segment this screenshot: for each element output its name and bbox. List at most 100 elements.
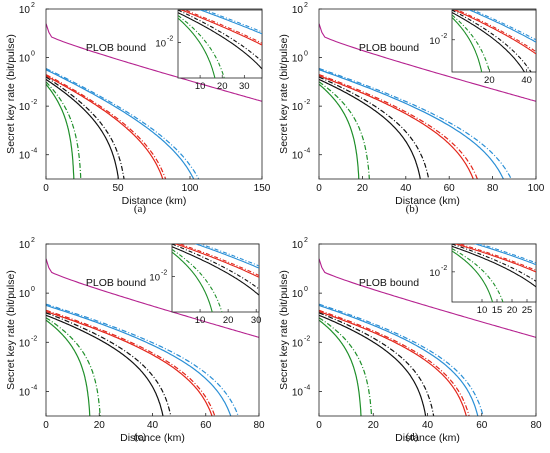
inset-x-tick-label: 20 (484, 75, 495, 86)
x-axis-label: Distance (km) (122, 195, 187, 207)
panel-label: (c) (134, 431, 147, 443)
inset-series-line-blue (199, 10, 262, 35)
inset-y-tick-label: 10 (155, 39, 166, 50)
panel-label: (a) (134, 203, 147, 215)
inset-y-tick-label: 10 (429, 268, 440, 279)
y-tick-exponent: -2 (304, 99, 310, 106)
series-group (46, 23, 262, 179)
y-tick-label: 10 (292, 338, 304, 349)
x-tick-label: 40 (147, 420, 159, 431)
y-axis-label: Secret key rate (bit/pulse) (5, 34, 17, 154)
series-line-red-solid (319, 311, 467, 416)
x-axis-label: Distance (km) (120, 432, 185, 444)
inset-series-line-blue (194, 244, 259, 269)
y-tick-label: 10 (19, 289, 31, 300)
y-axis-label: Secret key rate (bit/pulse) (5, 270, 17, 390)
inset-series-line-black (172, 244, 259, 290)
series-line-blue-dashed (46, 303, 239, 416)
y-tick-exponent: -4 (31, 148, 37, 155)
series-line-blue-solid (46, 69, 195, 179)
inset-frame (171, 243, 260, 313)
y-tick-label: 10 (292, 5, 304, 16)
inset-x-tick-label: 20 (223, 315, 234, 326)
y-tick-label: 10 (19, 240, 31, 251)
y-tick-label: 10 (19, 387, 31, 398)
y-tick-label: 10 (19, 338, 31, 349)
series-line-black-dashed (319, 76, 430, 179)
inset-series-line-green (452, 14, 491, 72)
plot-frame (45, 8, 263, 180)
inset-series-line-red (174, 244, 259, 278)
y-tick-label: 10 (292, 102, 304, 113)
series-line-green-dashed (319, 81, 370, 179)
series-line-green-solid (46, 83, 75, 179)
series-line-green-solid (319, 83, 360, 179)
plot-frame (318, 8, 537, 180)
inset-x-tick-label: 10 (477, 305, 488, 316)
y-tick-exponent: -4 (304, 148, 310, 155)
y-tick-label: 10 (19, 102, 31, 113)
inset-x-tick-label: 25 (522, 305, 533, 316)
series-line-green-solid (46, 319, 91, 416)
series-line-red-dashed (46, 309, 216, 416)
inset-series-line-red (453, 10, 536, 55)
series-line-black-dashed (319, 312, 435, 416)
x-tick-label: 50 (112, 183, 124, 194)
inset-series-line-green (452, 250, 494, 302)
inset-series-line-red (456, 10, 536, 53)
x-tick-label: 80 (487, 183, 499, 194)
inset-x-tick-label: 10 (195, 81, 206, 92)
inset-series-line-black (178, 10, 262, 62)
inset-series-line-green (178, 14, 225, 78)
x-tick-label: 0 (316, 420, 322, 431)
x-tick-label: 40 (422, 420, 434, 431)
y-tick-label: 10 (292, 54, 304, 65)
x-tick-label: 150 (254, 183, 271, 194)
inset-series-line-blue (202, 10, 262, 33)
y-tick-exponent: -4 (304, 384, 310, 391)
y-tick-exponent: 2 (31, 2, 35, 9)
series-line-black-solid (46, 78, 120, 179)
inset-y-tick-label: 10 (429, 36, 440, 47)
inset-x-tick-label: 40 (521, 75, 532, 86)
x-tick-label: 60 (200, 420, 212, 431)
inset-series-line-black (172, 246, 259, 296)
inset-x-tick-label: 10 (195, 315, 206, 326)
series-line-black-dashed (46, 76, 125, 179)
series-line-black-dashed (46, 312, 172, 416)
y-tick-exponent: -2 (304, 335, 310, 342)
inset-series-line-blue (471, 10, 536, 41)
inset-series-line-black (452, 244, 536, 282)
series-line-red-solid (46, 75, 164, 179)
x-tick-label: 100 (182, 183, 199, 194)
y-tick-exponent: -2 (31, 335, 37, 342)
series-group (319, 258, 536, 416)
x-tick-label: 0 (316, 183, 322, 194)
x-tick-label: 20 (94, 420, 106, 431)
x-axis-label: Distance (km) (395, 432, 460, 444)
y-tick-exponent: 2 (304, 2, 308, 9)
inset-series-line-blue (478, 244, 536, 264)
inset-series-line-black (452, 10, 532, 72)
series-group (319, 23, 536, 179)
inset-series-line-green (452, 248, 504, 302)
inset-y-tick-exponent: -2 (167, 36, 173, 43)
series-line-plob-solid (46, 258, 259, 338)
inset-x-tick-label: 30 (239, 81, 250, 92)
y-tick-exponent: -2 (31, 99, 37, 106)
y-axis-label: Secret key rate (bit/pulse) (278, 270, 290, 390)
series-line-red-solid (46, 311, 213, 416)
inset-frame (451, 243, 537, 303)
x-axis-label: Distance (km) (395, 195, 460, 207)
inset-series-line-red (458, 244, 536, 271)
x-tick-label: 0 (43, 420, 49, 431)
series-line-blue-solid (319, 69, 505, 179)
plob-bound-annotation: PLOB bound (86, 277, 146, 289)
inset-series-line-red (178, 244, 259, 277)
inset-series-group (178, 10, 262, 78)
